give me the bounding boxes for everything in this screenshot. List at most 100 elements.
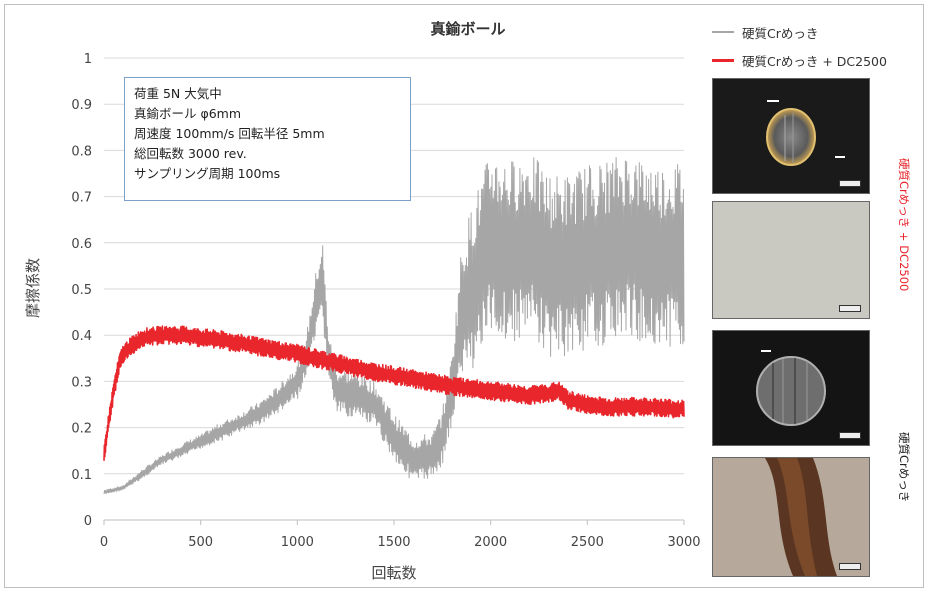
data-point: [529, 242, 531, 244]
data-point: [103, 455, 105, 457]
y-tick-label: 1: [84, 52, 92, 67]
x-axis-label: 回転数: [371, 564, 416, 582]
data-point: [161, 459, 163, 461]
legend-swatch-grey: [712, 31, 734, 33]
data-point: [490, 242, 492, 244]
legend-entry-dc2500: 硬質Crめっき + DC2500: [712, 46, 887, 74]
legend-label: 硬質Crめっき + DC2500: [742, 53, 887, 69]
data-point: [142, 337, 144, 339]
data-point: [297, 381, 299, 383]
condition-line: 荷重 5N 大気中: [134, 86, 222, 101]
data-point: [683, 408, 685, 410]
data-point: [258, 346, 260, 348]
condition-line: サンプリング周期 100ms: [134, 166, 281, 181]
data-point: [123, 353, 125, 355]
x-tick-label: 1500: [377, 535, 410, 550]
series-line-dc2500: [103, 325, 685, 461]
y-tick-label: 0.1: [71, 468, 92, 483]
data-point: [103, 491, 105, 493]
data-point: [606, 406, 608, 408]
data-point: [683, 251, 685, 253]
data-point: [645, 406, 647, 408]
data-point: [123, 487, 125, 489]
data-point: [529, 394, 531, 396]
data-point: [645, 251, 647, 253]
data-point: [393, 436, 395, 438]
y-tick-label: 0.5: [71, 283, 92, 298]
y-tick-label: 0.2: [71, 422, 92, 437]
data-point: [451, 385, 453, 387]
ball-scar-image: [766, 100, 845, 166]
side-label-cr: 硬質Crめっき: [897, 432, 911, 503]
legend: 硬質Crめっき 硬質Crめっき + DC2500: [712, 18, 887, 74]
data-point: [181, 450, 183, 452]
data-point: [432, 455, 434, 457]
data-point: [490, 390, 492, 392]
data-point: [548, 265, 550, 267]
series-line-cr: [103, 157, 685, 494]
y-tick-label: 0: [84, 514, 92, 529]
data-point: [219, 431, 221, 433]
data-point: [558, 390, 560, 392]
data-point: [181, 334, 183, 336]
data-point: [587, 256, 589, 258]
data-point: [258, 413, 260, 415]
photo-ball-cr: [712, 330, 870, 446]
scale-bar: [839, 563, 861, 570]
data-point: [142, 473, 144, 475]
data-point: [587, 404, 589, 406]
data-point: [664, 256, 666, 258]
data-point: [239, 422, 241, 424]
x-tick-label: 3000: [667, 535, 700, 550]
chart-frame: [4, 4, 924, 588]
data-point: [374, 371, 376, 373]
x-tick-label: 0: [100, 535, 108, 550]
data-point: [316, 302, 318, 304]
data-point: [374, 404, 376, 406]
photo-ball-dc2500: [712, 78, 870, 194]
data-point: [442, 436, 444, 438]
data-point: [509, 251, 511, 253]
x-tick-label: 1000: [281, 535, 314, 550]
y-tick-label: 0.7: [71, 191, 92, 206]
data-point: [567, 265, 569, 267]
x-tick-label: 2500: [571, 535, 604, 550]
data-point: [200, 337, 202, 339]
data-point: [413, 378, 415, 380]
y-axis-label: 摩擦係数: [24, 258, 42, 318]
data-point: [413, 459, 415, 461]
legend-swatch-red: [712, 58, 734, 62]
data-point: [161, 334, 163, 336]
legend-entry-cr: 硬質Crめっき: [712, 18, 887, 46]
photo-disc-cr: [712, 457, 870, 577]
condition-line: 周速度 100mm/s 回転半径 5mm: [134, 126, 325, 141]
data-point: [219, 339, 221, 341]
legend-label: 硬質Crめっき: [742, 25, 819, 41]
y-axis-ticks: 0 0.1 0.2 0.3 0.4 0.5 0.6 0.7 0.8 0.9 1: [71, 52, 92, 529]
scale-bar: [839, 305, 861, 312]
y-tick-label: 0.9: [71, 98, 92, 113]
data-point: [480, 265, 482, 267]
x-tick-label: 2000: [474, 535, 507, 550]
data-point: [461, 311, 463, 313]
y-tick-label: 0.8: [71, 144, 92, 159]
test-conditions-box: 荷重 5N 大気中 真鍮ボール φ6mm 周速度 100mm/s 回転半径 5m…: [124, 77, 411, 201]
x-axis-ticks: 0 500 1000 1500 2000 2500 3000: [100, 520, 701, 550]
data-point: [119, 362, 121, 364]
scale-bar: [839, 180, 861, 187]
condition-line: 真鍮ボール φ6mm: [134, 106, 242, 121]
data-point: [335, 362, 337, 364]
data-point: [107, 427, 109, 429]
series-group: [103, 157, 685, 494]
wear-track-image: [765, 458, 837, 576]
data-point: [132, 344, 134, 346]
data-point: [200, 441, 202, 443]
ball-scar-image: [756, 350, 826, 426]
data-point: [606, 251, 608, 253]
chart-title: 真鍮ボール: [430, 20, 505, 38]
data-point: [355, 394, 357, 396]
data-point: [322, 279, 324, 281]
data-point: [471, 288, 473, 290]
condition-line: 総回転数 3000 rev.: [134, 146, 247, 161]
photo-disc-dc2500: [712, 201, 870, 319]
